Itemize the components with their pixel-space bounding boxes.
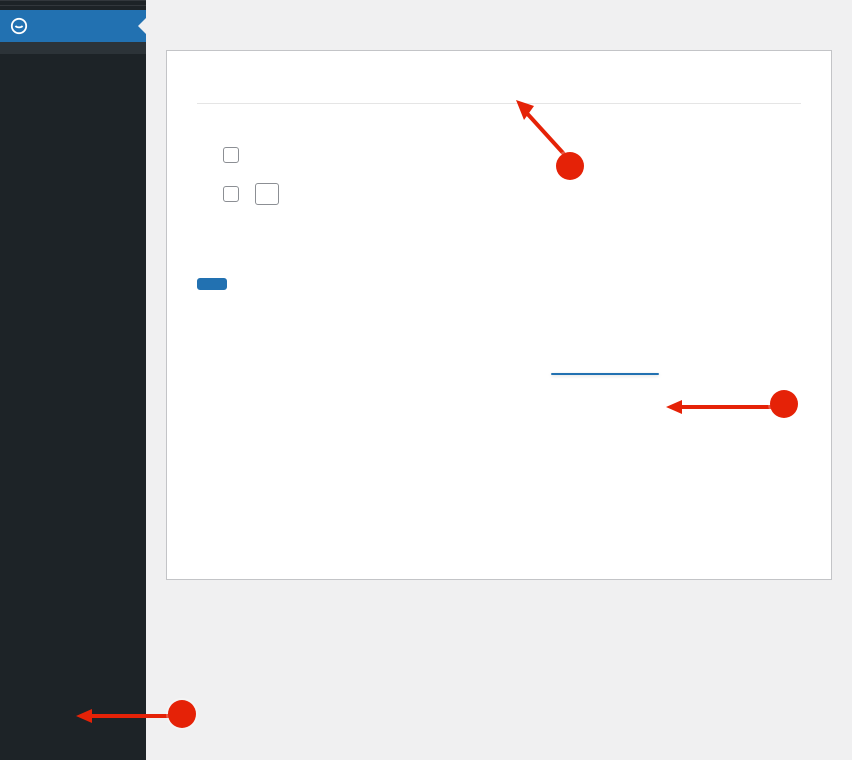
annotation-badge-2 [556,152,584,180]
checkbox-notify-manager-late[interactable] [223,186,239,202]
wpml-icon [10,17,28,35]
annotation-badge-3 [770,390,798,418]
settings-panel [166,50,832,580]
save-button[interactable] [197,278,227,290]
annotation-badge-1 [168,700,196,728]
sidebar-item-wpml[interactable] [0,10,146,42]
manager-options [223,144,801,208]
days-input[interactable] [255,183,279,205]
main-content [146,0,852,760]
checkbox-notify-manager-complete[interactable] [223,147,239,163]
option-notify-manager-late [223,180,801,208]
frequency-dropdown[interactable] [551,373,659,375]
section-divider [197,103,801,104]
option-notify-manager-complete [223,144,801,166]
admin-sidebar [0,0,146,760]
sidebar-submenu-wpml [0,42,146,54]
